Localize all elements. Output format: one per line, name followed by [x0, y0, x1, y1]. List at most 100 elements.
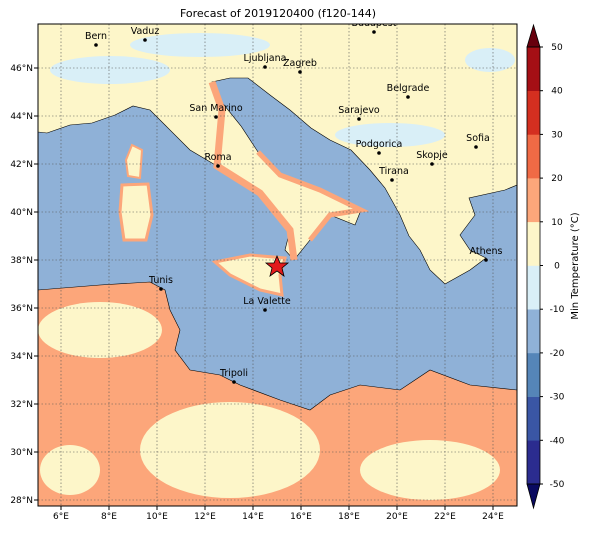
- x-tick-label: 22°E: [434, 512, 456, 522]
- x-tick-label: 12°E: [194, 512, 216, 522]
- colorbar-extend-high: [526, 23, 541, 48]
- city-label: La Valette: [243, 296, 291, 307]
- x-tick-label: 20°E: [386, 512, 408, 522]
- city-label: Roma: [204, 152, 231, 163]
- city-dot: [232, 380, 236, 384]
- cold-area: [335, 123, 445, 147]
- x-tick-label: 16°E: [290, 512, 312, 522]
- city-dot: [372, 30, 376, 34]
- colorbar-tick-label: 40: [551, 87, 563, 97]
- city-label: Zagreb: [283, 58, 317, 69]
- city-dot: [484, 258, 488, 262]
- city-label: Sarajevo: [338, 105, 380, 116]
- y-tick-label: 28°N: [10, 496, 33, 506]
- colorbar-extend-low: [526, 483, 541, 510]
- x-tick-label: 14°E: [242, 512, 264, 522]
- city-dot: [263, 308, 267, 312]
- city-dot: [474, 145, 478, 149]
- x-tick-label: 10°E: [146, 512, 168, 522]
- city-dot: [214, 115, 218, 119]
- city-label: Tripoli: [219, 368, 248, 379]
- city-label: Tirana: [378, 166, 409, 177]
- city-label: Belgrade: [387, 83, 430, 94]
- city-dot: [216, 164, 220, 168]
- colorbar-tick-label: -30: [550, 393, 565, 403]
- y-tick-label: 42°N: [10, 160, 33, 170]
- warm-coast: [256, 150, 370, 242]
- y-tick-label: 30°N: [10, 448, 33, 458]
- city-label: Skopje: [416, 150, 448, 161]
- colorbar-tick-label: 20: [551, 174, 563, 184]
- colorbar-tick-label: 0: [554, 262, 560, 272]
- colorbar-segment: [527, 309, 540, 354]
- land-corsica: [124, 143, 144, 180]
- mild-area: [360, 440, 500, 500]
- city-dot: [263, 65, 267, 69]
- y-tick-label: 34°N: [10, 352, 33, 362]
- colorbar-segment: [527, 47, 540, 91]
- cold-area: [130, 33, 270, 57]
- city-label: Ljubljana: [244, 53, 287, 64]
- mild-area: [40, 445, 100, 495]
- colorbar-tick-label: 10: [551, 218, 563, 228]
- colorbar-segment: [527, 396, 540, 441]
- city-dot: [430, 162, 434, 166]
- city-label: Tunis: [148, 275, 173, 286]
- x-tick-label: 18°E: [338, 512, 360, 522]
- city-label: San Marino: [189, 103, 242, 114]
- graticule: [38, 24, 517, 506]
- colorbar-segment: [527, 440, 540, 485]
- warm-coast: [208, 80, 298, 261]
- city-label: Podgorica: [356, 139, 403, 150]
- city-label: Sofia: [466, 133, 490, 144]
- colorbar-segment: [527, 134, 540, 179]
- city-dot: [298, 70, 302, 74]
- x-tick-label: 8°E: [101, 512, 117, 522]
- colorbar-tick-label: -40: [550, 436, 565, 446]
- y-tick-label: 46°N: [10, 64, 33, 74]
- title: Forecast of 2019120400 (f120-144): [180, 7, 376, 20]
- y-tick-label: 38°N: [10, 256, 33, 266]
- colorbar-tick-label: -50: [550, 480, 565, 490]
- city-dot: [390, 178, 394, 182]
- city-dot: [406, 95, 410, 99]
- land-europe: [38, 24, 517, 285]
- colorbar-label: Min Temperature (°C): [570, 212, 581, 319]
- y-tick-label: 40°N: [10, 208, 33, 218]
- city-dot: [377, 151, 381, 155]
- mild-area: [38, 302, 162, 358]
- colorbar-segment: [527, 90, 540, 135]
- colorbar-segment: [527, 221, 540, 266]
- colorbar-tick-label: 30: [551, 130, 563, 140]
- x-tick-label: 6°E: [53, 512, 69, 522]
- city-label: Bern: [85, 31, 107, 42]
- colorbar-segment: [527, 178, 540, 223]
- colorbar-tick-label: -20: [550, 349, 565, 359]
- y-tick-label: 44°N: [10, 112, 33, 122]
- axes: 6°E 8°E 10°E 12°E 14°E 16°E 18°E 20°E 22°E 24°E 46…: [10, 64, 504, 522]
- land-sicily: [211, 253, 287, 297]
- colorbar-segment: [527, 352, 540, 397]
- city-label: Athens: [470, 246, 503, 257]
- map-frame: [37, 23, 518, 507]
- city-dot: [357, 117, 361, 121]
- colorbar-tick-label: 50: [551, 43, 563, 53]
- colorbar-tick-label: -10: [550, 305, 565, 315]
- event-star: [264, 254, 290, 277]
- cold-area: [50, 56, 170, 84]
- cold-area: [465, 48, 515, 72]
- city-dot: [143, 38, 147, 42]
- colorbar: -50 -40 -30 -20 -10 0 10 20 30 40 50: [526, 23, 565, 510]
- colorbar-segment: [527, 265, 540, 310]
- city-label: Budapest: [352, 18, 397, 29]
- y-tick-label: 32°N: [10, 400, 33, 410]
- city-dot: [159, 287, 163, 291]
- mild-area: [140, 402, 320, 498]
- x-tick-label: 24°E: [482, 512, 504, 522]
- city-dot: [94, 43, 98, 47]
- y-tick-label: 36°N: [10, 304, 33, 314]
- city-label: Vaduz: [131, 26, 160, 37]
